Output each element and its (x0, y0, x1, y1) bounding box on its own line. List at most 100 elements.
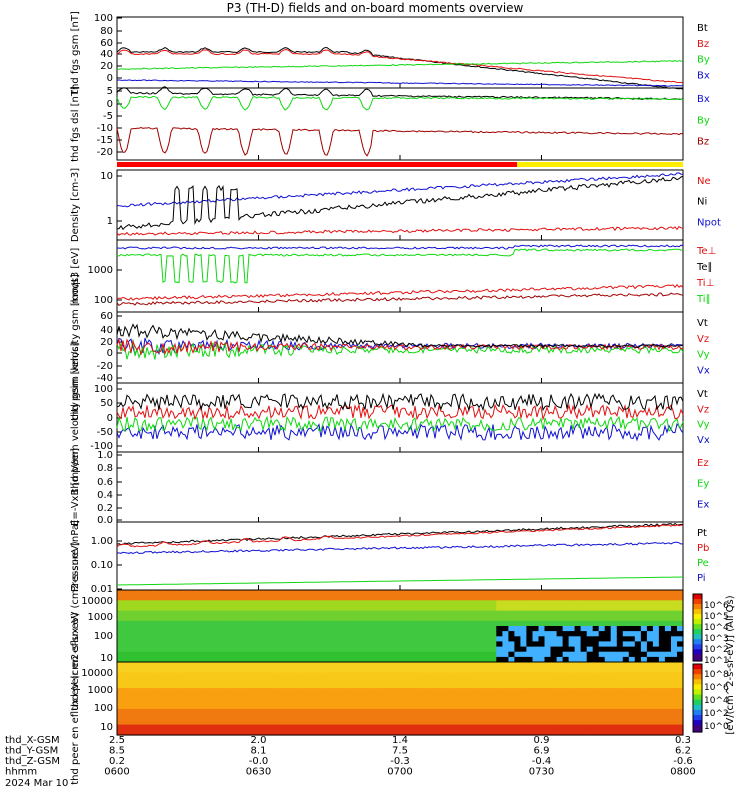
spectrogram-cell (357, 708, 365, 715)
spectrogram-cell (333, 590, 341, 596)
spectrogram-cell (129, 677, 136, 684)
spectrogram-cell (562, 677, 570, 684)
spectrogram-cell (442, 724, 449, 731)
spectrogram-cell (129, 595, 136, 601)
spectrogram-cell (532, 646, 540, 653)
spectrogram-cell (303, 620, 311, 627)
spectrogram-cell (418, 719, 425, 726)
spectrogram-cell (658, 620, 666, 627)
spectrogram-cell (598, 719, 606, 726)
spectrogram-cell (586, 703, 594, 710)
spectrogram-cell (237, 595, 244, 601)
spectrogram-cell (616, 600, 624, 606)
spectrogram-cell (658, 595, 666, 601)
spectrogram-cell (454, 708, 461, 715)
spectrogram-cell (171, 646, 178, 653)
colorbar-cell (693, 725, 702, 728)
colorbar-cell (693, 694, 702, 697)
spectrogram-cell (129, 693, 136, 700)
spectrogram-cell (484, 646, 491, 653)
spectrogram-cell (267, 703, 275, 710)
spectrogram-cell (279, 682, 287, 689)
spectrogram-cell (327, 688, 335, 694)
series-tiperp (116, 283, 684, 301)
spectrogram-cell (628, 605, 636, 612)
spectrogram-cell (375, 667, 383, 673)
spectrogram-cell (550, 590, 558, 596)
spectrogram-cell (255, 656, 263, 663)
spectrogram-cell (123, 590, 130, 596)
spectrogram-cell (658, 615, 666, 622)
spectrogram-cell (147, 677, 154, 684)
spectrogram-cell (526, 651, 533, 658)
spectrogram-cell (135, 719, 142, 726)
spectrogram-cell (255, 636, 263, 642)
spectrogram-cell (213, 631, 220, 637)
spectrogram-cell (448, 631, 455, 637)
spectrogram-cell (261, 646, 269, 653)
spectrogram-cell (345, 688, 353, 694)
spectrogram-cell (375, 595, 383, 601)
spectrogram-cell (592, 656, 600, 663)
spectrogram-cell (526, 662, 533, 668)
spectrogram-cell (460, 610, 467, 617)
spectrogram-cell (279, 703, 287, 710)
spectrogram-cell (640, 688, 648, 694)
spectrogram-cell (249, 600, 257, 606)
spectrogram-cell (562, 703, 570, 710)
spectrogram-cell (243, 662, 250, 668)
spectrogram-cell (496, 636, 503, 642)
spectrogram-cell (628, 662, 636, 668)
spectrogram-cell (303, 698, 311, 705)
spectrogram-cell (508, 651, 515, 658)
spectrogram-cell (147, 620, 154, 627)
spectrogram-cell (171, 667, 178, 673)
spectrogram-cell (141, 703, 148, 710)
spectrogram-cell (327, 714, 335, 720)
spectrogram-cell (207, 688, 214, 694)
spectrogram-cell (628, 729, 636, 736)
spectrogram-cell (171, 682, 178, 689)
spectrogram-cell (490, 672, 497, 679)
spectrogram-cell (261, 693, 269, 700)
spectrogram-cell (604, 667, 612, 673)
spectrogram-cell (484, 600, 491, 606)
spectrogram-cell (580, 677, 588, 684)
spectrogram-cell (237, 656, 244, 663)
spectrogram-cell (369, 688, 377, 694)
spectrogram-cell (568, 590, 576, 596)
spectrogram-cell (255, 698, 263, 705)
spectrogram-cell (616, 708, 624, 715)
spectrogram-cell (532, 656, 540, 663)
spectrogram-cell (424, 688, 431, 694)
spectrogram-cell (285, 590, 293, 596)
spectrogram-cell (466, 677, 473, 684)
spectrogram-cell (333, 646, 341, 653)
spectrogram-cell (466, 708, 473, 715)
spectrogram-cell (484, 682, 491, 689)
spectrogram-cell (478, 641, 485, 648)
spectrogram-cell (147, 719, 154, 726)
spectrogram-cell (568, 714, 576, 720)
spectrogram-cell (363, 719, 371, 726)
spectrogram-cell (677, 615, 684, 622)
spectrogram-cell (508, 672, 515, 679)
spectrogram-cell (622, 682, 630, 689)
spectrogram-cell (514, 703, 521, 710)
spectrogram-cell (381, 620, 389, 627)
spectrogram-cell (460, 682, 467, 689)
spectrogram-cell (261, 708, 269, 715)
spectrogram-cell (472, 693, 479, 700)
spectrogram-cell (544, 631, 552, 637)
spectrogram-cell (171, 605, 178, 612)
spectrogram-cell (460, 651, 467, 658)
spectrogram-cell (243, 682, 250, 689)
spectrogram-cell (526, 693, 533, 700)
legend-Pt: Pt (697, 528, 707, 539)
spectrogram-cell (243, 626, 250, 632)
spectrogram-cell (388, 605, 395, 612)
spectrogram-cell (273, 641, 281, 648)
spectrogram-cell (291, 595, 299, 601)
spectrogram-cell (520, 708, 527, 715)
spectrogram-cell (388, 656, 395, 663)
